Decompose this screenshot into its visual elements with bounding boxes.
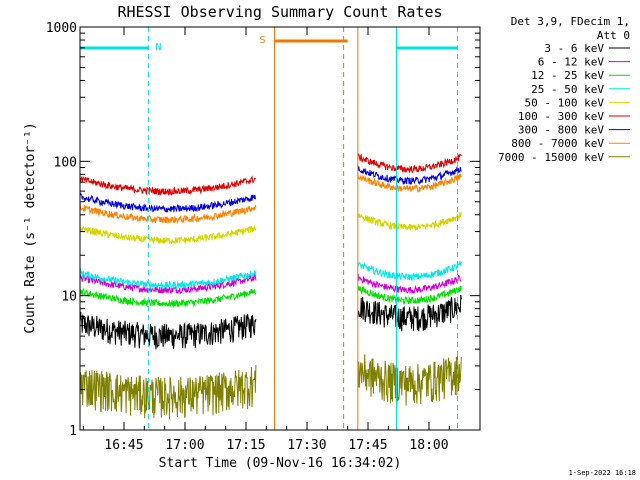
plot-frame (79, 26, 481, 431)
y-tick-label-3: 1000 (46, 21, 77, 36)
series-line-4 (80, 211, 462, 246)
legend-label-6: 300 - 800 keV (518, 124, 604, 137)
plot-content: NS (80, 27, 462, 430)
series-line-1 (80, 273, 462, 295)
flag-label-N: N (155, 42, 161, 53)
legend-label-5: 100 - 300 keV (518, 110, 604, 123)
x-axis-label: Start Time (09-Nov-16 16:34:02) (159, 456, 402, 471)
x-tick-label-5: 18:00 (409, 438, 448, 453)
x-tick-label-0: 16:45 (104, 438, 143, 453)
axes: 16:45 17:00 17:15 17:30 17:45 18:00 1 10 100 1000 (46, 21, 480, 453)
y-tick-label-2: 100 (54, 155, 77, 170)
y-axis-label: Count Rate (s⁻¹ detector⁻¹) (23, 122, 38, 333)
series-line-3 (80, 260, 462, 291)
x-tick-label-2: 17:15 (226, 438, 265, 453)
chart-title: RHESSI Observing Summary Count Rates (117, 3, 442, 21)
series-line-2 (80, 285, 462, 309)
footer-timestamp: 1-Sep-2022 16:18 (569, 469, 636, 477)
series-line-5 (80, 152, 462, 197)
series-line-6 (80, 165, 462, 213)
legend-label-3: 25 - 50 keV (531, 83, 604, 96)
legend-label-0: 3 - 6 keV (544, 42, 604, 55)
legend-label-1: 6 - 12 keV (538, 56, 605, 69)
legend-label-8: 7000 - 15000 keV (498, 151, 604, 164)
x-tick-label-1: 17:00 (165, 438, 204, 453)
legend-header-line-2: Att 0 (597, 29, 630, 42)
legend-header-line-1: Det 3,9, FDecim 1, (511, 15, 630, 28)
legend-label-7: 800 - 7000 keV (511, 137, 604, 150)
series-line-7 (80, 173, 462, 225)
flag-label-S: S (259, 35, 265, 46)
y-tick-label-0: 1 (69, 424, 77, 439)
legend-label-2: 12 - 25 keV (531, 69, 604, 82)
x-tick-label-3: 17:30 (287, 438, 326, 453)
series-line-0 (80, 294, 462, 350)
series-line-8 (80, 354, 462, 420)
legend-label-4: 50 - 100 keV (525, 96, 605, 109)
x-tick-label-4: 17:45 (348, 438, 387, 453)
y-tick-label-1: 10 (61, 290, 77, 305)
